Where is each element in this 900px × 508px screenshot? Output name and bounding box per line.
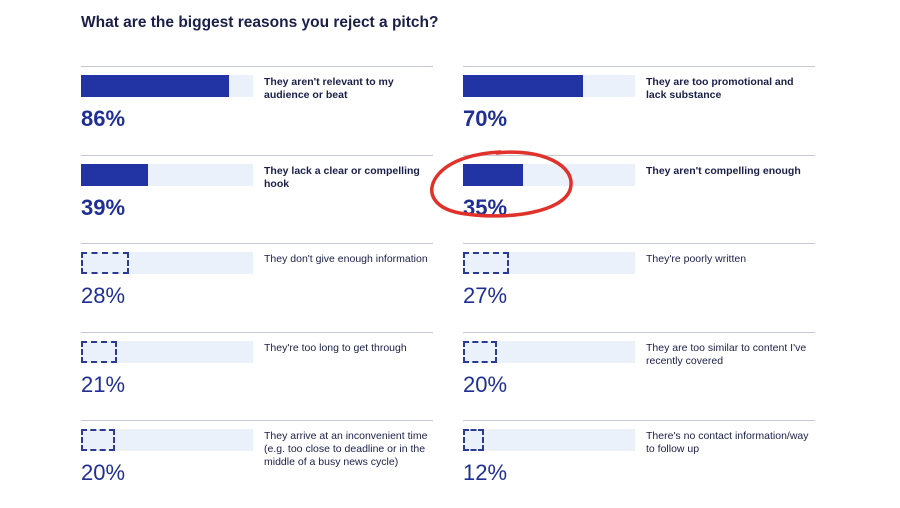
bar-track <box>463 252 635 274</box>
bar <box>81 252 129 274</box>
bar-category-label: They aren't relevant to my audience or b… <box>264 76 394 101</box>
bar-item: 20% They are too similar to content I've … <box>463 331 815 420</box>
bar <box>463 429 484 451</box>
bar-track <box>81 252 253 274</box>
bar-category-label: There's no contact information/way to fo… <box>646 430 809 455</box>
bar <box>81 75 229 97</box>
bar-category-label: They are too promotional and lack substa… <box>646 76 794 101</box>
row-divider <box>463 66 815 67</box>
bar-item: 12% There's no contact information/way to… <box>463 420 815 508</box>
bar-item: 35% They aren't compelling enough <box>463 154 815 243</box>
bar-value-label: 39% <box>81 194 126 220</box>
bar-track <box>463 163 635 186</box>
bar-category-label: They lack a clear or compelling hook <box>264 164 420 190</box>
row-divider <box>81 331 433 333</box>
row-divider <box>81 154 433 156</box>
chart-title: What are the biggest reasons you reject … <box>81 14 439 31</box>
bar <box>463 75 583 97</box>
bar-category-label: They are too similar to content I've rec… <box>646 341 807 367</box>
bar-item: 20% They arrive at an inconvenient time (… <box>81 420 433 508</box>
bar-item: 86% They aren't relevant to my audience o… <box>81 66 433 154</box>
bar <box>463 163 523 186</box>
bar-track <box>81 75 253 97</box>
row-divider <box>81 243 433 244</box>
bar-value-label: 70% <box>463 106 508 131</box>
bar-value-label: 28% <box>81 283 126 308</box>
bar <box>463 340 497 363</box>
bar <box>81 340 117 363</box>
bar-item: 39% They lack a clear or compelling hook <box>81 154 433 243</box>
row-divider <box>463 420 815 421</box>
bar-item: 28% They don't give enough information <box>81 243 433 331</box>
bar-track <box>81 163 253 186</box>
bar-category-label: They're poorly written <box>646 253 747 265</box>
bar-value-label: 86% <box>81 106 126 131</box>
bar-track <box>463 429 635 451</box>
bar-value-label: 35% <box>463 194 508 220</box>
row-divider <box>81 420 433 421</box>
row-divider <box>463 331 815 333</box>
bar <box>81 163 148 186</box>
bar-value-label: 21% <box>81 371 126 397</box>
bar <box>81 429 115 451</box>
bar-value-label: 20% <box>81 460 126 485</box>
bar-track <box>463 340 635 363</box>
bar-item: 27% They're poorly written <box>463 243 815 331</box>
bar-category-label: They don't give enough information <box>264 253 428 265</box>
bar <box>463 252 509 274</box>
row-divider <box>463 154 815 156</box>
bar-category-label: They arrive at an inconvenient time (e.g… <box>264 430 428 468</box>
bar-track <box>81 429 253 451</box>
bar-value-label: 27% <box>463 283 508 308</box>
bar-item: 21% They're too long to get through <box>81 331 433 420</box>
bar-category-label: They're too long to get through <box>264 341 407 354</box>
bar-track <box>81 340 253 363</box>
row-divider <box>81 66 433 67</box>
bar-category-label: They aren't compelling enough <box>646 164 801 177</box>
bar-value-label: 12% <box>463 460 508 485</box>
bar-track <box>463 75 635 97</box>
row-divider <box>463 243 815 244</box>
bar-item: 70% They are too promotional and lack sub… <box>463 66 815 154</box>
bar-value-label: 20% <box>463 371 508 397</box>
